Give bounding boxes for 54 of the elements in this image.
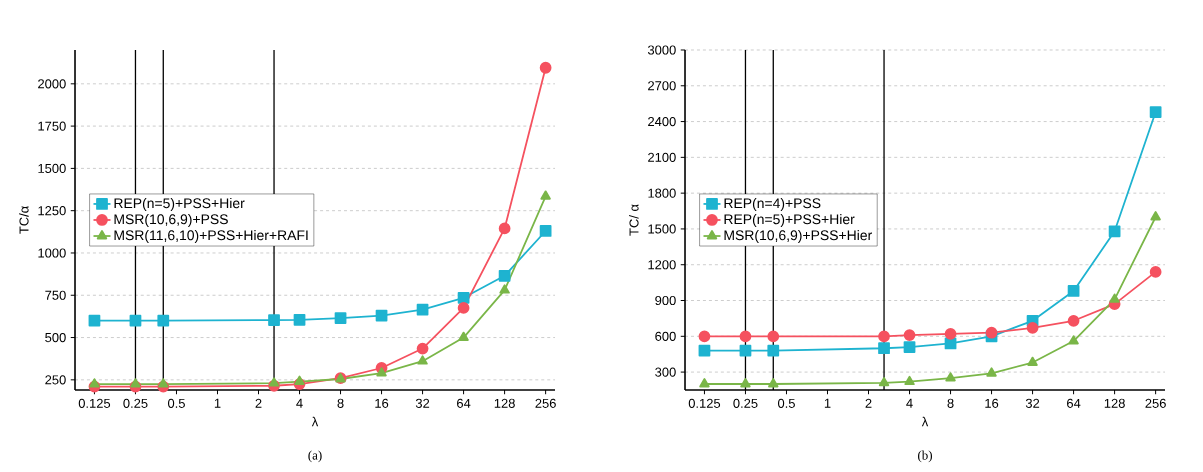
text: (a) xyxy=(308,450,322,463)
y-tick-label: 1250 xyxy=(38,206,66,216)
x-tick-label: 1 xyxy=(214,398,221,408)
x-tick-label: 4 xyxy=(906,398,913,408)
x-tick-label: 16 xyxy=(375,398,389,408)
x-tick-label: 128 xyxy=(494,398,515,408)
x-tick-label: 64 xyxy=(1067,398,1081,408)
y-tick-label: 1800 xyxy=(648,188,676,198)
y-tick-label: 900 xyxy=(655,295,676,306)
x-tick-label: 0.125 xyxy=(688,398,721,408)
y-tick-label: 750 xyxy=(45,290,66,300)
y-tick-label: 2400 xyxy=(648,116,676,127)
x-tick-label: 0.5 xyxy=(167,398,185,408)
x-tick-label: 8 xyxy=(337,398,344,408)
y-tick-label: 1200 xyxy=(648,260,676,270)
x-tick-label: 0.25 xyxy=(123,398,148,408)
y-tick-label: 2100 xyxy=(648,152,676,162)
y-tick-label: 1500 xyxy=(648,224,676,234)
legend-label: MSR(11,6,10)+PSS+Hier+RAFI xyxy=(114,229,308,243)
x-tick-label: 32 xyxy=(415,398,430,408)
x-axis-title: λ xyxy=(311,416,319,427)
x-tick-label: 64 xyxy=(457,398,471,408)
y-tick-label: 500 xyxy=(45,332,66,343)
y-axis-title: TC/ α xyxy=(629,204,639,236)
legend-label: REP(n=4)+PSS xyxy=(724,197,821,211)
y-tick-label: 1000 xyxy=(38,248,66,258)
x-axis-title: λ xyxy=(921,416,929,427)
x-tick-label: 2 xyxy=(255,398,262,408)
x-tick-label: 0.5 xyxy=(777,398,795,408)
y-tick-label: 2700 xyxy=(648,81,676,91)
y-tick-label: 300 xyxy=(655,367,676,377)
y-tick-label: 1750 xyxy=(38,121,66,131)
x-tick-label: 8 xyxy=(947,398,954,408)
x-tick-label: 4 xyxy=(296,398,303,408)
x-tick-label: 0.125 xyxy=(78,398,111,408)
y-tick-label: 600 xyxy=(655,331,676,341)
y-tick-label: 2000 xyxy=(38,79,66,89)
y-axis-title: TC/α xyxy=(19,206,29,234)
x-tick-label: 32 xyxy=(1025,398,1040,408)
y-tick-label: 250 xyxy=(45,375,66,385)
y-tick-label: 3000 xyxy=(647,45,676,55)
text: (b) xyxy=(918,450,932,463)
legend-label: REP(n=5)+PSS+Hier xyxy=(114,197,245,211)
y-tick-label: 1500 xyxy=(38,163,66,173)
legend-label: MSR(10,6,9)+PSS xyxy=(114,213,228,227)
legend-label: MSR(10,6,9)+PSS+Hier xyxy=(724,229,872,243)
legend-label: REP(n=5)+PSS+Hier xyxy=(724,213,855,227)
x-tick-label: 128 xyxy=(1104,398,1125,408)
x-tick-label: 2 xyxy=(865,398,872,408)
x-tick-label: 16 xyxy=(985,398,999,408)
x-tick-label: 1 xyxy=(824,398,831,408)
x-tick-label: 256 xyxy=(535,398,556,408)
x-tick-label: 0.25 xyxy=(733,398,758,408)
x-tick-label: 256 xyxy=(1145,398,1166,408)
